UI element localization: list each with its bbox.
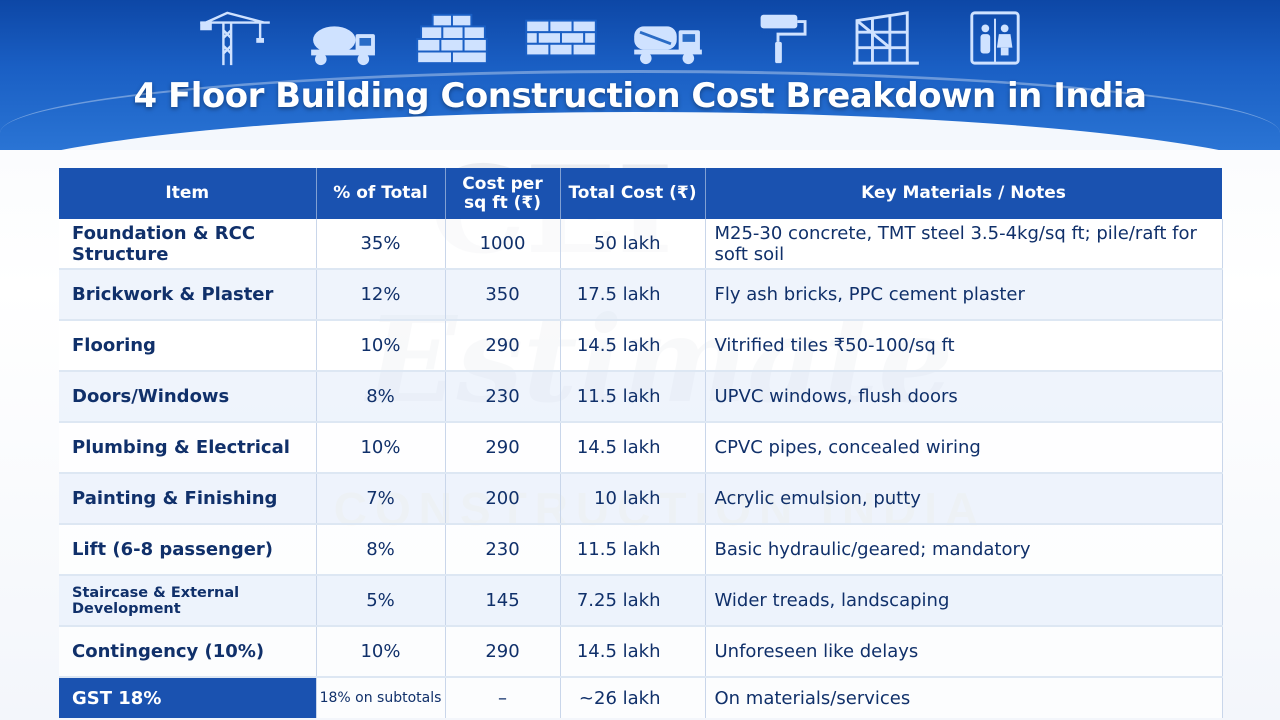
header-notes: Key Materials / Notes bbox=[705, 168, 1223, 219]
row-percent: 8% bbox=[316, 524, 446, 576]
row-percent: 10% bbox=[316, 320, 446, 372]
row-notes: Unforeseen like delays bbox=[705, 626, 1223, 678]
row-total-cost: 14.5 lakh bbox=[560, 422, 706, 474]
row-notes: Vitrified tiles ₹50-100/sq ft bbox=[705, 320, 1223, 372]
row-cost-per-sqft: 350 bbox=[445, 269, 561, 321]
gst-cost-per-sqft: – bbox=[445, 676, 561, 718]
row-total-cost: 14.5 lakh bbox=[560, 320, 706, 372]
table-row: Flooring 10% 290 14.5 lakh Vitrified til… bbox=[59, 320, 1223, 372]
header-cost-per-sqft: Cost per sq ft (₹) bbox=[445, 168, 561, 219]
row-total-cost: 14.5 lakh bbox=[560, 626, 706, 678]
table-row: Plumbing & Electrical 10% 290 14.5 lakh … bbox=[59, 422, 1223, 474]
construction-icon-row bbox=[195, 8, 1035, 68]
row-percent: 8% bbox=[316, 371, 446, 423]
tower-crane-icon bbox=[195, 9, 275, 67]
row-total-cost: 17.5 lakh bbox=[560, 269, 706, 321]
row-item: Painting & Finishing bbox=[59, 473, 317, 525]
header-banner: 4 Floor Building Construction Cost Break… bbox=[0, 0, 1280, 150]
table-row: Painting & Finishing 7% 200 10 lakh Acry… bbox=[59, 473, 1223, 525]
steel-frame-icon bbox=[846, 9, 926, 67]
table-row: Contingency (10%) 10% 290 14.5 lakh Unfo… bbox=[59, 626, 1223, 678]
row-notes: M25-30 concrete, TMT steel 3.5-4kg/sq ft… bbox=[705, 219, 1223, 270]
table-row: Lift (6-8 passenger) 8% 230 11.5 lakh Ba… bbox=[59, 524, 1223, 576]
row-percent: 35% bbox=[316, 219, 446, 270]
row-item: Lift (6-8 passenger) bbox=[59, 524, 317, 576]
row-notes: Basic hydraulic/geared; mandatory bbox=[705, 524, 1223, 576]
row-notes: CPVC pipes, concealed wiring bbox=[705, 422, 1223, 474]
row-cost-per-sqft: 290 bbox=[445, 422, 561, 474]
row-cost-per-sqft: 290 bbox=[445, 626, 561, 678]
row-cost-per-sqft: 1000 bbox=[445, 219, 561, 270]
gst-row: GST 18% 18% on subtotals – ~26 lakh On m… bbox=[59, 676, 1223, 718]
row-item: Staircase & External Development bbox=[59, 575, 317, 627]
table-row: Foundation & RCC Structure 35% 1000 50 l… bbox=[59, 219, 1223, 270]
row-item: Doors/Windows bbox=[59, 371, 317, 423]
row-percent: 7% bbox=[316, 473, 446, 525]
table-row: Doors/Windows 8% 230 11.5 lakh UPVC wind… bbox=[59, 371, 1223, 423]
row-cost-per-sqft: 145 bbox=[445, 575, 561, 627]
table-row: Brickwork & Plaster 12% 350 17.5 lakh Fl… bbox=[59, 269, 1223, 321]
row-item: Foundation & RCC Structure bbox=[59, 219, 317, 270]
row-cost-per-sqft: 230 bbox=[445, 524, 561, 576]
concrete-mixer-truck-icon bbox=[304, 9, 384, 67]
table-header-row: Item % of Total Cost per sq ft (₹) Total… bbox=[59, 168, 1223, 219]
row-total-cost: 10 lakh bbox=[560, 473, 706, 525]
row-percent: 10% bbox=[316, 626, 446, 678]
brick-wall-icon bbox=[521, 9, 601, 67]
elevator-icon bbox=[955, 9, 1035, 67]
row-notes: Acrylic emulsion, putty bbox=[705, 473, 1223, 525]
row-notes: Wider treads, landscaping bbox=[705, 575, 1223, 627]
table-row: Staircase & External Development 5% 145 … bbox=[59, 575, 1223, 627]
header-total-cost: Total Cost (₹) bbox=[560, 168, 706, 219]
row-cost-per-sqft: 230 bbox=[445, 371, 561, 423]
brick-stack-icon bbox=[412, 9, 492, 67]
row-percent: 12% bbox=[316, 269, 446, 321]
row-item: Flooring bbox=[59, 320, 317, 372]
row-item: Plumbing & Electrical bbox=[59, 422, 317, 474]
row-total-cost: 11.5 lakh bbox=[560, 524, 706, 576]
mixer-truck-icon bbox=[629, 9, 709, 67]
header-percent: % of Total bbox=[316, 168, 446, 219]
gst-notes: On materials/services bbox=[705, 676, 1223, 718]
row-total-cost: 11.5 lakh bbox=[560, 371, 706, 423]
row-notes: UPVC windows, flush doors bbox=[705, 371, 1223, 423]
gst-total-cost: ~26 lakh bbox=[560, 676, 706, 718]
gst-percent: 18% on subtotals bbox=[316, 676, 446, 718]
row-total-cost: 50 lakh bbox=[560, 219, 706, 270]
header-item: Item bbox=[59, 168, 317, 219]
row-item: Brickwork & Plaster bbox=[59, 269, 317, 321]
row-total-cost: 7.25 lakh bbox=[560, 575, 706, 627]
row-cost-per-sqft: 290 bbox=[445, 320, 561, 372]
row-cost-per-sqft: 200 bbox=[445, 473, 561, 525]
banner-swoosh bbox=[0, 70, 1280, 133]
row-percent: 10% bbox=[316, 422, 446, 474]
cost-breakdown-table: Item % of Total Cost per sq ft (₹) Total… bbox=[59, 168, 1223, 718]
row-percent: 5% bbox=[316, 575, 446, 627]
row-notes: Fly ash bricks, PPC cement plaster bbox=[705, 269, 1223, 321]
row-item: Contingency (10%) bbox=[59, 626, 317, 678]
paint-roller-icon bbox=[738, 9, 818, 67]
gst-item: GST 18% bbox=[59, 676, 317, 718]
page-title: 4 Floor Building Construction Cost Break… bbox=[133, 76, 1147, 116]
